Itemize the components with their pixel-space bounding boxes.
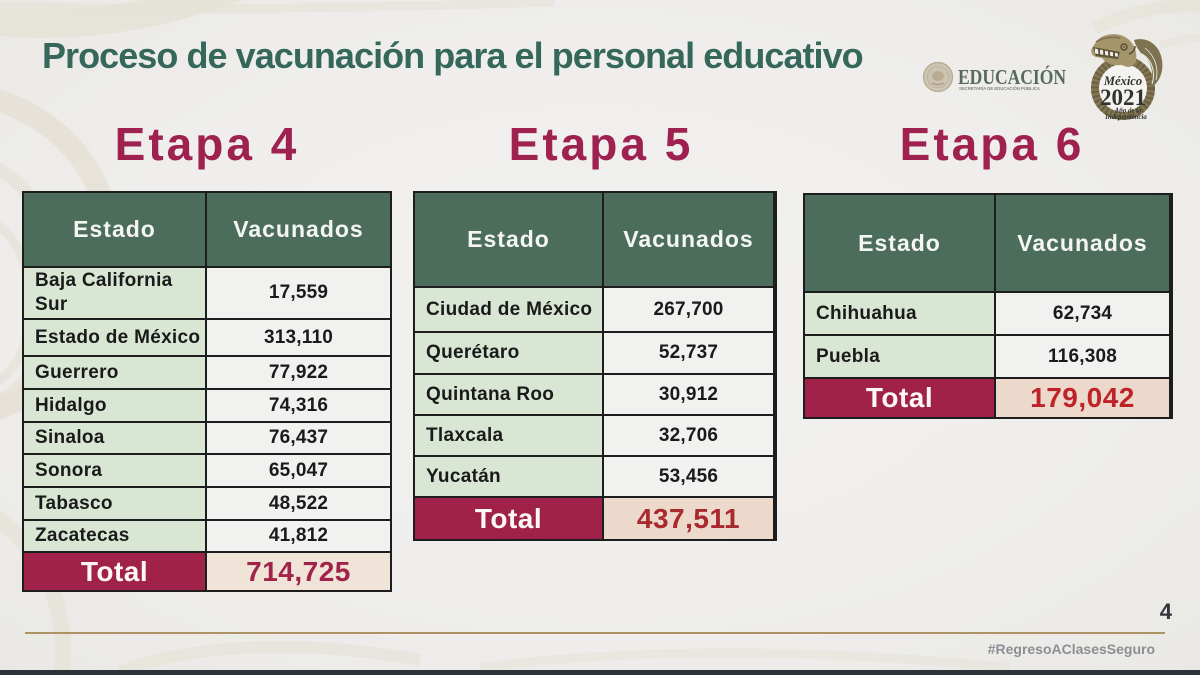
svg-text:2021: 2021 [1100, 85, 1146, 110]
svg-text:México: México [1103, 74, 1142, 88]
svg-text:SECRETARÍA DE EDUCACIÓN PÚBLIC: SECRETARÍA DE EDUCACIÓN PÚBLICA [959, 84, 1040, 92]
svg-text:Año de la: Año de la [1114, 108, 1142, 115]
svg-text:EDUCACIÓN: EDUCACIÓN [958, 65, 1066, 89]
svg-text:Independencia: Independencia [1104, 114, 1147, 121]
